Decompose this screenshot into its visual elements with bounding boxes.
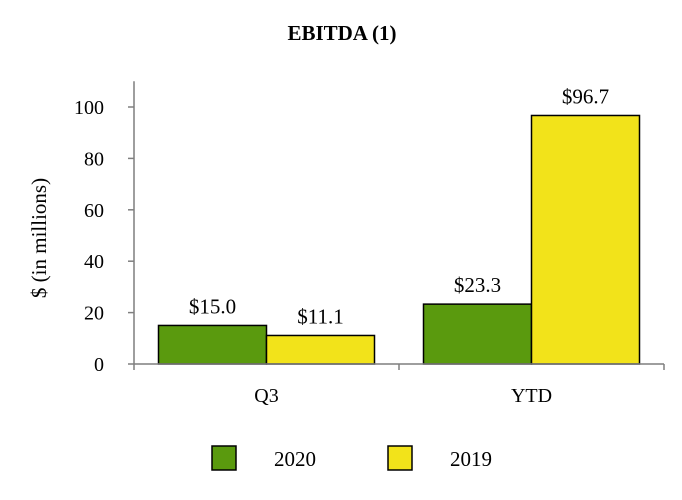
y-tick-label: 100 [74, 97, 104, 119]
x-tick-label: Q3 [254, 385, 278, 407]
bar-2020-YTD [422, 303, 533, 365]
legend-swatch-2019 [387, 445, 413, 471]
bar-2019-Q3 [265, 334, 376, 365]
y-tick-label: 40 [84, 251, 104, 273]
bar-2019-YTD [530, 114, 641, 365]
y-axis-label: $ (in millions) [27, 178, 51, 298]
legend-swatch-2020 [211, 445, 237, 471]
y-tick-label: 0 [94, 354, 104, 376]
bar-2020-Q3 [157, 324, 268, 365]
data-label: $96.7 [562, 84, 609, 108]
data-label: $15.0 [189, 294, 236, 318]
legend-label-2019: 2019 [450, 447, 492, 471]
y-tick-label: 20 [84, 303, 104, 325]
chart-title: EBITDA (1) [287, 21, 396, 45]
y-axis: 0 20 40 60 80 100 [74, 81, 135, 376]
y-tick-label: 60 [84, 200, 104, 222]
legend: 2020 2019 [211, 445, 492, 471]
x-axis: Q3 YTD [133, 363, 665, 407]
y-tick-label: 80 [84, 148, 104, 170]
bars: $15.0 $11.1 $23.3 $96.7 [157, 84, 641, 365]
data-label: $23.3 [454, 273, 501, 297]
x-tick-label: YTD [511, 385, 552, 407]
legend-label-2020: 2020 [274, 447, 316, 471]
data-label: $11.1 [297, 304, 343, 328]
